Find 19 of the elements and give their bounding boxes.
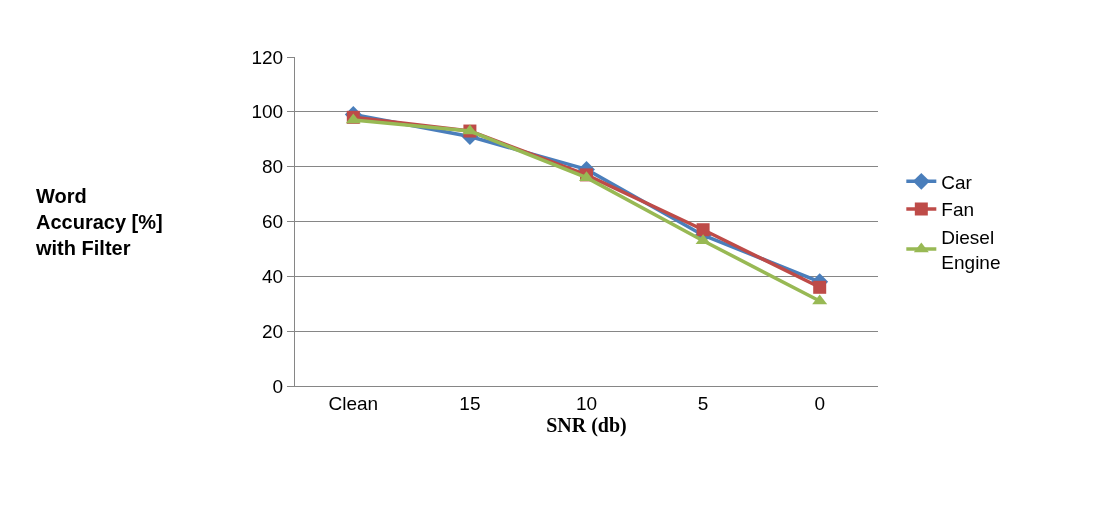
y-axis-title: Word Accuracy [%] with Filter xyxy=(35,185,163,259)
legend-label: Diesel Engine xyxy=(941,227,1001,273)
x-tick-label: 10 xyxy=(575,392,598,414)
point xyxy=(813,280,827,294)
y-tick-label: 0 xyxy=(272,375,284,397)
x-tick-label: 0 xyxy=(814,392,825,414)
point xyxy=(696,223,710,237)
y-tick-label: 120 xyxy=(251,46,284,68)
y-tick-label: 40 xyxy=(262,265,284,287)
y-tick-label: 20 xyxy=(262,320,284,342)
y-tick-label: 80 xyxy=(262,156,284,178)
legend-label: Car xyxy=(941,171,973,193)
x-tick-label: Clean xyxy=(328,392,379,414)
legend-label: Fan xyxy=(941,199,975,221)
x-axis-title: SNR (db) xyxy=(546,413,627,437)
x-tick-label: 15 xyxy=(459,392,481,414)
x-tick-label: 5 xyxy=(697,392,709,414)
y-tick-label: 100 xyxy=(251,101,284,123)
y-tick-label: 60 xyxy=(262,211,284,233)
